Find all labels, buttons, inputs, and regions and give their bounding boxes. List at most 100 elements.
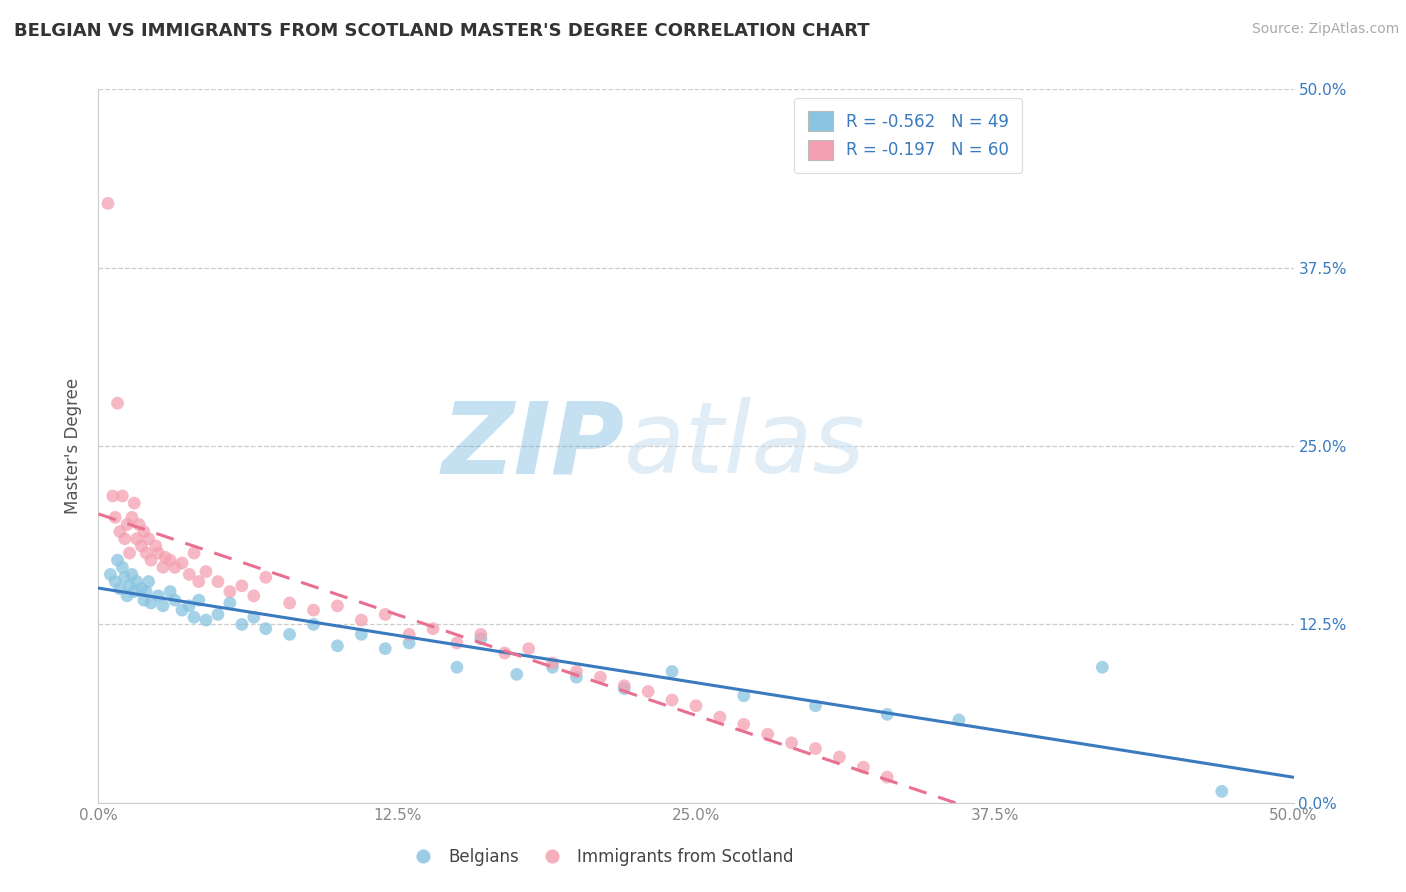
- Point: [302, 617, 325, 632]
- Text: atlas: atlas: [624, 398, 866, 494]
- Point: [876, 707, 898, 722]
- Point: [138, 574, 160, 589]
- Text: ZIP: ZIP: [441, 398, 624, 494]
- Point: [637, 684, 659, 698]
- Point: [179, 567, 201, 582]
- Point: [139, 596, 162, 610]
- Point: [207, 574, 229, 589]
- Point: [187, 593, 209, 607]
- Point: [589, 670, 612, 684]
- Point: [132, 524, 155, 539]
- Point: [374, 641, 396, 656]
- Point: [98, 567, 122, 582]
- Point: [172, 556, 194, 570]
- Point: [1211, 784, 1233, 798]
- Point: [470, 627, 492, 641]
- Point: [107, 553, 129, 567]
- Point: [613, 681, 636, 696]
- Point: [163, 560, 186, 574]
- Point: [152, 599, 174, 613]
- Point: [159, 553, 181, 567]
- Point: [104, 574, 127, 589]
- Point: [326, 639, 349, 653]
- Point: [876, 770, 898, 784]
- Point: [506, 667, 529, 681]
- Point: [111, 489, 134, 503]
- Point: [187, 574, 209, 589]
- Point: [541, 656, 564, 670]
- Point: [104, 510, 127, 524]
- Point: [243, 589, 266, 603]
- Point: [804, 741, 827, 756]
- Point: [398, 636, 420, 650]
- Point: [1091, 660, 1114, 674]
- Point: [398, 627, 420, 641]
- Point: [131, 582, 153, 596]
- Point: [125, 574, 148, 589]
- Point: [114, 532, 136, 546]
- Point: [148, 546, 170, 560]
- Point: [163, 593, 186, 607]
- Point: [194, 565, 218, 579]
- Point: [374, 607, 396, 622]
- Point: [115, 517, 138, 532]
- Point: [709, 710, 731, 724]
- Point: [254, 622, 277, 636]
- Point: [350, 627, 373, 641]
- Point: [733, 689, 755, 703]
- Point: [231, 579, 253, 593]
- Point: [135, 584, 157, 599]
- Point: [804, 698, 827, 713]
- Point: [302, 603, 325, 617]
- Point: [219, 584, 242, 599]
- Point: [661, 665, 683, 679]
- Point: [948, 713, 970, 727]
- Point: [243, 610, 266, 624]
- Point: [118, 546, 141, 560]
- Point: [131, 539, 153, 553]
- Point: [128, 517, 150, 532]
- Point: [446, 660, 468, 674]
- Point: [148, 589, 170, 603]
- Point: [194, 613, 218, 627]
- Point: [118, 579, 141, 593]
- Point: [278, 596, 301, 610]
- Point: [278, 627, 301, 641]
- Legend: Belgians, Immigrants from Scotland: Belgians, Immigrants from Scotland: [401, 842, 800, 873]
- Point: [326, 599, 349, 613]
- Point: [172, 603, 194, 617]
- Point: [780, 736, 803, 750]
- Point: [152, 560, 174, 574]
- Y-axis label: Master's Degree: Master's Degree: [65, 378, 83, 514]
- Point: [565, 665, 588, 679]
- Point: [613, 679, 636, 693]
- Point: [733, 717, 755, 731]
- Point: [107, 396, 129, 410]
- Text: BELGIAN VS IMMIGRANTS FROM SCOTLAND MASTER'S DEGREE CORRELATION CHART: BELGIAN VS IMMIGRANTS FROM SCOTLAND MAST…: [14, 22, 870, 40]
- Point: [446, 636, 468, 650]
- Point: [828, 750, 851, 764]
- Point: [179, 599, 201, 613]
- Point: [101, 489, 124, 503]
- Point: [494, 646, 516, 660]
- Point: [541, 660, 564, 674]
- Point: [125, 532, 148, 546]
- Point: [422, 622, 444, 636]
- Point: [350, 613, 373, 627]
- Point: [97, 196, 120, 211]
- Point: [138, 532, 160, 546]
- Point: [108, 582, 131, 596]
- Point: [108, 524, 131, 539]
- Point: [155, 550, 177, 565]
- Point: [183, 546, 205, 560]
- Point: [254, 570, 277, 584]
- Point: [124, 584, 146, 599]
- Point: [139, 553, 162, 567]
- Point: [114, 570, 136, 584]
- Point: [207, 607, 229, 622]
- Point: [661, 693, 683, 707]
- Point: [852, 760, 875, 774]
- Point: [111, 560, 134, 574]
- Point: [124, 496, 146, 510]
- Point: [517, 641, 540, 656]
